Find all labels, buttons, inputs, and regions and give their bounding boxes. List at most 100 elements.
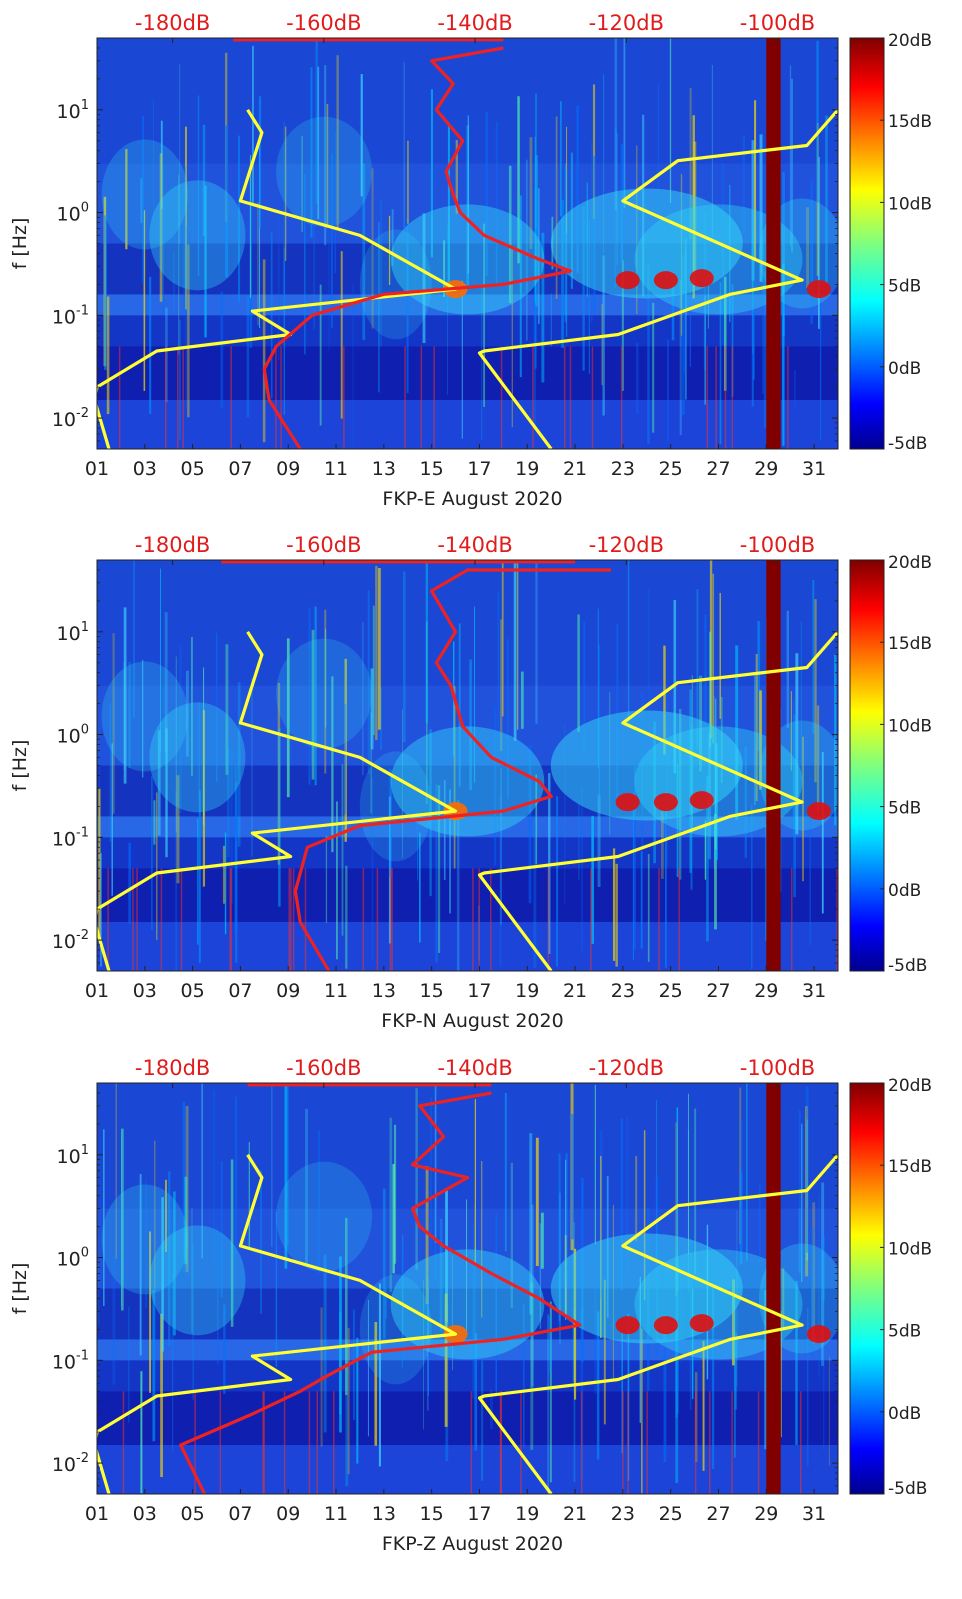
spectral-streak xyxy=(799,1391,802,1494)
spectral-streak xyxy=(822,1235,825,1301)
spectral-streak xyxy=(591,346,594,449)
spectral-streak xyxy=(810,179,814,324)
spectral-streak xyxy=(789,65,792,247)
colorbar-tick-label: 15dB xyxy=(888,634,932,654)
spectral-streak xyxy=(507,639,509,800)
spectral-streak xyxy=(132,868,134,971)
spectral-streak xyxy=(371,778,374,960)
spectral-streak xyxy=(809,818,812,946)
spectral-streak xyxy=(643,1130,646,1301)
spectral-streak xyxy=(616,623,619,801)
spectral-streak xyxy=(419,832,421,943)
spectral-streak xyxy=(420,346,423,449)
x-tick-label: 19 xyxy=(515,458,539,480)
spectral-streak xyxy=(336,55,339,229)
spectral-streak xyxy=(140,178,143,224)
spectral-streak xyxy=(230,748,233,904)
spectral-streak xyxy=(799,1110,801,1277)
spectral-streak xyxy=(111,743,113,896)
spectral-streak xyxy=(435,784,438,963)
spectral-streak xyxy=(142,115,145,284)
spectral-streak xyxy=(217,1227,219,1365)
x-tick-label: 05 xyxy=(181,980,205,1002)
spectral-streak xyxy=(456,800,460,971)
microseism-cloud xyxy=(276,1161,373,1272)
top-axis-db-label: -160dB xyxy=(286,11,361,35)
spectral-streak xyxy=(780,1310,782,1438)
yellow-model-curve xyxy=(477,630,838,971)
x-tick-label: 23 xyxy=(611,458,635,480)
spectral-streak xyxy=(103,215,107,370)
spectral-streak xyxy=(758,1184,761,1263)
spectral-streak xyxy=(407,140,409,224)
spectral-streak xyxy=(340,251,343,419)
spectral-streak xyxy=(229,868,231,971)
spectral-streak xyxy=(528,744,532,904)
spectral-streak xyxy=(143,210,146,391)
spectral-streak xyxy=(286,638,290,798)
spectral-streak xyxy=(393,1124,397,1264)
spectral-streak xyxy=(331,676,334,853)
spectral-streak xyxy=(757,621,761,751)
spectral-streak xyxy=(723,276,727,391)
spectral-streak xyxy=(548,1316,552,1373)
spectral-streak xyxy=(709,1391,711,1494)
spectral-streak xyxy=(547,1314,549,1494)
spectral-streak xyxy=(220,1161,223,1298)
spectral-streak xyxy=(715,346,717,449)
spectral-streak xyxy=(470,1391,473,1494)
spectral-streak xyxy=(689,88,692,240)
spectral-streak xyxy=(533,817,537,968)
spectral-streak xyxy=(374,1321,378,1446)
microseism-cloud xyxy=(359,1274,432,1385)
spectral-streak xyxy=(472,1222,475,1400)
spectral-streak xyxy=(687,1130,689,1293)
spectral-streak xyxy=(489,868,492,971)
spectral-streak xyxy=(474,1099,476,1264)
spectral-streak xyxy=(367,1300,369,1437)
spectral-streak xyxy=(669,38,672,204)
x-tick-label: 09 xyxy=(276,980,300,1002)
spectral-streak xyxy=(640,1328,643,1494)
spectral-streak xyxy=(197,95,200,276)
microseism-cloud xyxy=(276,638,373,749)
spectral-streak xyxy=(675,1321,679,1484)
microseism-peak xyxy=(615,271,640,290)
spectral-streak xyxy=(520,671,524,729)
data-gap-band xyxy=(766,38,781,449)
spectral-streak xyxy=(194,1391,196,1494)
spectral-streak xyxy=(182,346,184,449)
spectral-streak xyxy=(478,868,480,971)
x-tick-label: 21 xyxy=(563,980,587,1002)
y-tick-label: 101 xyxy=(57,620,89,645)
spectral-streak xyxy=(115,1083,117,1259)
spectral-streak xyxy=(183,166,186,313)
spectral-streak xyxy=(314,606,317,786)
spectral-streak xyxy=(622,1391,624,1494)
spectral-streak xyxy=(345,865,348,969)
spectral-streak xyxy=(549,1301,552,1483)
colorbar-tick-label: -5dB xyxy=(888,434,927,454)
frequency-band xyxy=(97,837,838,869)
spectrogram-panel-1: 01 03 05 07 09 11 13 15 17 19 21 23 25 27 29 31 FKP-E Au… xyxy=(9,11,932,510)
spectral-streak xyxy=(128,842,131,924)
frequency-band xyxy=(97,315,838,347)
spectral-streak xyxy=(175,656,177,833)
spectral-streak xyxy=(160,120,163,210)
y-tick-label: 10-2 xyxy=(52,406,89,431)
spectral-streak xyxy=(238,135,241,303)
spectral-streak xyxy=(380,198,383,347)
spectral-streak xyxy=(500,767,502,925)
spectral-streak xyxy=(331,153,333,328)
spectral-streak xyxy=(213,1089,215,1267)
spectral-streak xyxy=(219,1391,222,1494)
spectral-streak xyxy=(816,705,820,813)
spectral-streak xyxy=(513,560,517,741)
frequency-band xyxy=(97,1360,838,1392)
spectral-streak xyxy=(588,220,591,375)
spectral-streak xyxy=(164,346,167,449)
x-tick-label: 25 xyxy=(659,1503,683,1525)
spectral-streak xyxy=(182,1101,186,1273)
spectral-streak xyxy=(425,1166,429,1304)
spectral-streak xyxy=(634,765,636,950)
